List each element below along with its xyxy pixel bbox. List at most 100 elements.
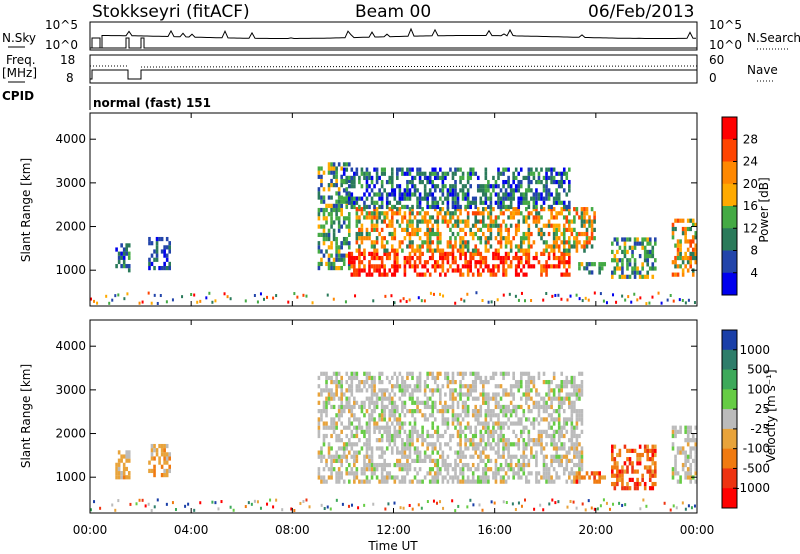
heatmap-cell [456, 223, 460, 228]
heatmap-cell [684, 429, 687, 434]
heatmap-cell [474, 223, 478, 228]
heatmap-cell [408, 196, 412, 201]
heatmap-cell [560, 272, 564, 277]
heatmap-cell [552, 429, 556, 434]
heatmap-cell [623, 245, 627, 250]
heatmap-cell [519, 396, 523, 401]
heatmap-cell [466, 475, 470, 480]
heatmap-cell [583, 219, 586, 224]
heatmap-cell [497, 421, 500, 426]
heatmap-cell [416, 167, 419, 172]
heatmap-cell [335, 384, 338, 389]
heatmap-cell [613, 266, 617, 271]
heatmap-cell [646, 444, 650, 449]
heatmap-cell [436, 458, 440, 464]
heatmap-cell [525, 371, 528, 376]
nsky-bottom-tick: 10^0 [45, 38, 78, 52]
heatmap-cell [413, 231, 417, 237]
heatmap-cell [398, 388, 402, 393]
heatmap-cell [492, 446, 495, 451]
heatmap-cell [570, 467, 574, 472]
heatmap-cell [388, 379, 392, 385]
heatmap-cell [332, 379, 336, 385]
heatmap-cell [527, 458, 531, 464]
heatmap-cell [522, 462, 526, 468]
heatmap-cell [330, 404, 333, 410]
colorbar-swatch [722, 409, 737, 430]
heatmap-cell [550, 404, 553, 410]
heatmap-cell [342, 257, 346, 262]
heatmap-cell [497, 251, 500, 257]
heatmap-cell [431, 413, 435, 418]
heatmap-cell [406, 188, 409, 193]
heatmap-cell [631, 448, 634, 453]
heatmap-cell [578, 458, 581, 464]
heatmap-cell [474, 479, 478, 484]
heatmap-cell [350, 184, 354, 189]
heatmap-cell [439, 231, 442, 237]
heatmap-cell [496, 298, 499, 302]
heatmap-cell [565, 421, 569, 426]
heatmap-cell [469, 268, 472, 273]
heatmap-cell [439, 400, 442, 405]
heatmap-cell [370, 200, 374, 205]
heatmap-cell [507, 450, 510, 455]
heatmap-cell [411, 179, 414, 185]
heatmap-cell [335, 392, 338, 397]
heatmap-cell [320, 417, 323, 422]
heatmap-cell [686, 433, 690, 439]
heatmap-cell [390, 446, 394, 451]
heatmap-cell [580, 371, 584, 376]
heatmap-cell [322, 442, 326, 447]
heatmap-cell [153, 505, 156, 509]
heatmap-cell [370, 467, 374, 472]
heatmap-cell [446, 371, 450, 376]
heatmap-cell [398, 184, 402, 189]
heatmap-cell [433, 417, 437, 422]
heatmap-cell [406, 231, 409, 237]
heatmap-cell [337, 446, 341, 451]
heatmap-cell [512, 255, 515, 261]
heatmap-cell [317, 216, 321, 221]
heatmap-cell [345, 446, 349, 451]
heatmap-cell [317, 261, 321, 267]
heatmap-cell [525, 400, 528, 405]
heatmap-cell [514, 184, 518, 189]
heatmap-cell [347, 255, 351, 261]
heatmap-cell [368, 371, 371, 376]
heatmap-cell [686, 247, 690, 252]
heatmap-cell [537, 231, 541, 237]
heatmap-cell [345, 162, 349, 167]
heatmap-cell [335, 471, 338, 476]
heatmap-cell [378, 462, 381, 468]
heatmap-cell [325, 404, 328, 410]
heatmap-cell [540, 438, 543, 443]
colorbar-frame [721, 329, 738, 509]
heatmap-cell [355, 255, 359, 261]
heatmap-cell [403, 196, 407, 201]
heatmap-cell [439, 196, 442, 201]
heatmap-cell [580, 231, 584, 237]
heatmap-cell [439, 388, 442, 393]
heatmap-cell [396, 404, 399, 410]
heatmap-cell [365, 454, 369, 459]
heatmap-cell [482, 223, 485, 228]
heatmap-cell [398, 211, 402, 216]
heatmap-cell [305, 498, 308, 502]
heatmap-cell [332, 236, 336, 242]
heatmap-cell [573, 392, 576, 397]
heatmap-cell [545, 417, 548, 422]
heatmap-cell [482, 471, 485, 476]
heatmap-cell [540, 450, 543, 455]
heatmap-cell [168, 452, 172, 457]
heatmap-cell [413, 409, 417, 414]
heatmap-cell [535, 479, 538, 484]
heatmap-cell [353, 204, 356, 210]
heatmap-cell [512, 236, 515, 241]
heatmap-cell [428, 227, 432, 232]
heatmap-cell [353, 442, 356, 447]
heatmap-cell [358, 255, 361, 261]
heatmap-cell [360, 167, 364, 172]
heatmap-cell [482, 231, 485, 237]
heatmap-cell [401, 384, 404, 389]
